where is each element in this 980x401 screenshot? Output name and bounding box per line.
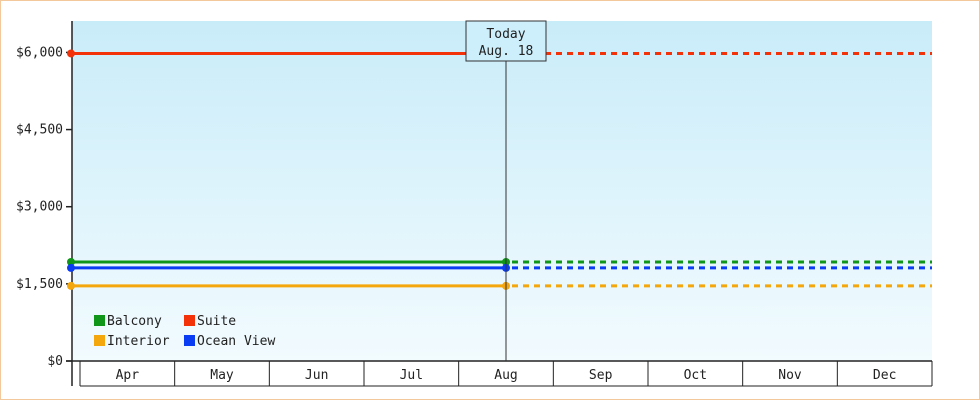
month-label: Apr <box>116 368 140 383</box>
month-label: Oct <box>684 368 707 383</box>
y-tick-label: $4,500 <box>16 123 63 138</box>
legend-swatch <box>184 335 195 346</box>
data-point <box>67 281 75 290</box>
month-label: Dec <box>873 368 896 383</box>
data-point <box>67 49 75 58</box>
today-label: Today <box>486 27 525 42</box>
legend-label: Balcony <box>107 314 162 329</box>
y-tick-label: $1,500 <box>16 277 63 292</box>
x-axis: Apr May Jun Jul Aug Sep Oct Nov Dec <box>66 360 933 387</box>
month-label: Aug <box>494 368 517 383</box>
legend-swatch <box>94 315 105 326</box>
legend-label: Interior <box>107 334 170 349</box>
y-tick-label: $6,000 <box>16 45 63 60</box>
y-axis: $0 $1,500 $3,000 $4,500 $6,000 <box>16 21 73 386</box>
legend-swatch <box>184 315 195 326</box>
y-tick-label: $0 <box>47 354 63 369</box>
series-lines <box>67 49 932 290</box>
data-point <box>67 258 75 266</box>
today-date: Aug. 18 <box>479 44 534 59</box>
legend: Balcony Suite Interior Ocean View <box>94 314 275 349</box>
month-label: Jun <box>305 368 328 383</box>
legend-label: Suite <box>197 314 236 329</box>
month-label: May <box>210 368 234 383</box>
plot-area <box>72 21 932 361</box>
month-label: Nov <box>778 368 802 383</box>
today-marker: Today Aug. 18 <box>465 20 547 361</box>
legend-label: Ocean View <box>197 334 275 349</box>
y-tick-label: $3,000 <box>16 200 63 215</box>
today-box <box>465 20 547 62</box>
month-label: Jul <box>400 368 423 383</box>
legend-swatch <box>94 335 105 346</box>
data-point <box>67 263 75 272</box>
month-label: Sep <box>589 368 613 383</box>
